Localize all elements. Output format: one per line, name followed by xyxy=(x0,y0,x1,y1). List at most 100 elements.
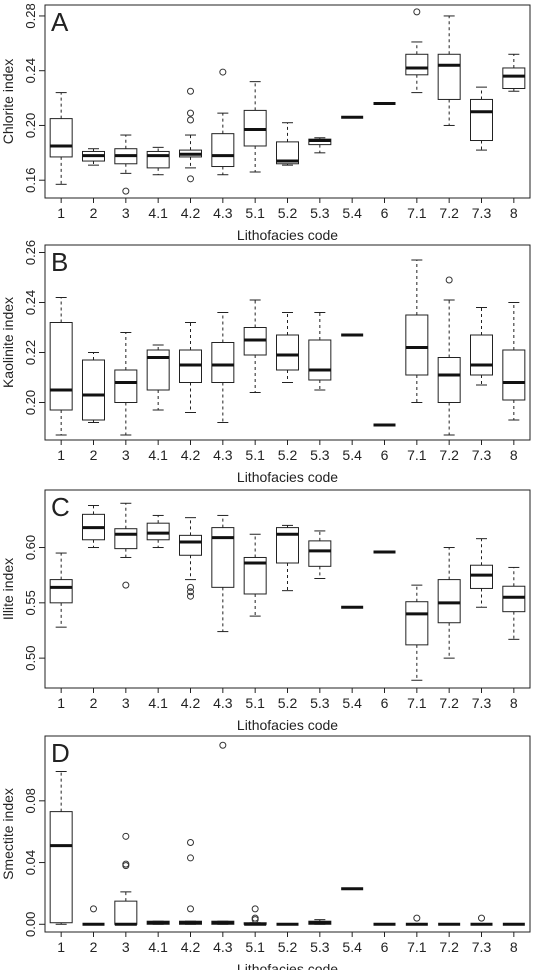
outlier xyxy=(187,588,194,596)
box xyxy=(82,359,105,421)
x-tick-label: 5.4 xyxy=(342,939,362,955)
outlier xyxy=(122,187,130,195)
x-tick-label: 4.2 xyxy=(181,447,201,463)
x-tick-label: 5.1 xyxy=(245,205,265,221)
outlier xyxy=(413,8,421,16)
box xyxy=(502,585,526,613)
x-tick-label: 4.1 xyxy=(148,695,168,711)
x-tick-label: 4.3 xyxy=(213,205,233,221)
x-tick-label: 2 xyxy=(90,939,98,955)
outlier xyxy=(187,175,194,183)
box xyxy=(114,528,138,550)
x-tick-label: 4.2 xyxy=(181,939,201,955)
outlier xyxy=(478,914,485,922)
outlier xyxy=(413,914,421,922)
chart-panel: A Chlorite index Lithofacies code 0.16 0.20 0… xyxy=(0,3,531,243)
x-tick-label: 4.3 xyxy=(213,939,233,955)
x-tick-label: 1 xyxy=(57,205,65,221)
x-tick-label: 6 xyxy=(381,447,389,463)
outlier xyxy=(122,862,130,870)
x-axis-label: Lithofacies code xyxy=(237,469,338,485)
box xyxy=(276,527,299,564)
box xyxy=(146,150,170,169)
x-tick-label: 1 xyxy=(57,939,65,955)
x-tick-label: 7.1 xyxy=(407,205,427,221)
x-tick-label: 5.4 xyxy=(342,695,362,711)
x-tick-label: 4.1 xyxy=(148,447,168,463)
box xyxy=(437,53,461,100)
y-tick-label: 0.04 xyxy=(23,850,38,875)
y-tick-label: 0.28 xyxy=(23,3,38,28)
box xyxy=(211,342,235,383)
box xyxy=(211,527,235,588)
box xyxy=(470,98,493,142)
outlier xyxy=(187,838,194,846)
x-tick-label: 7.1 xyxy=(407,939,427,955)
box xyxy=(437,579,461,624)
y-tick-label: 0.00 xyxy=(23,912,38,937)
x-tick-label: 7.3 xyxy=(472,695,492,711)
x-tick-label: 5.1 xyxy=(245,447,265,463)
box xyxy=(114,369,138,403)
x-tick-label: 4.2 xyxy=(181,695,201,711)
y-tick-label: 0.24 xyxy=(23,58,38,83)
x-tick-label: 3 xyxy=(122,447,130,463)
box xyxy=(405,314,429,376)
y-tick-label: 0.24 xyxy=(23,290,38,315)
outlier xyxy=(219,741,227,749)
x-tick-label: 5.2 xyxy=(278,695,298,711)
outlier xyxy=(122,832,130,840)
box xyxy=(405,53,429,76)
outlier xyxy=(251,916,259,924)
y-tick-label: 0.50 xyxy=(23,645,38,670)
y-tick-label: 0.22 xyxy=(23,340,38,365)
y-axis-label: Chlorite index xyxy=(0,59,16,145)
y-tick-label: 0.20 xyxy=(23,113,38,138)
x-tick-label: 4.3 xyxy=(213,447,233,463)
outlier xyxy=(219,68,227,76)
x-tick-label: 5.2 xyxy=(278,205,298,221)
x-tick-label: 8 xyxy=(510,939,518,955)
box xyxy=(49,579,73,604)
x-tick-label: 8 xyxy=(510,447,518,463)
chart-panel: C Illite index Lithofacies code 0.50 0.55 0.6… xyxy=(0,489,531,733)
box xyxy=(276,141,299,165)
outlier xyxy=(90,905,97,913)
y-axis-label: Smectite index xyxy=(0,788,16,880)
x-tick-label: 6 xyxy=(381,695,389,711)
panel-label: D xyxy=(51,738,70,768)
box xyxy=(179,534,202,556)
x-tick-label: 4.2 xyxy=(181,205,201,221)
x-tick-label: 7.1 xyxy=(407,447,427,463)
y-tick-label: 0.26 xyxy=(23,240,38,265)
x-tick-label: 6 xyxy=(381,205,389,221)
panel-label: B xyxy=(51,247,68,277)
outlier xyxy=(187,583,194,591)
x-tick-label: 3 xyxy=(122,205,130,221)
x-tick-label: 4.3 xyxy=(213,695,233,711)
x-tick-label: 5.3 xyxy=(310,447,330,463)
x-tick-label: 7.2 xyxy=(439,447,459,463)
y-axis-label: Illite index xyxy=(0,558,16,620)
x-tick-label: 7.2 xyxy=(439,695,459,711)
outlier xyxy=(122,581,130,589)
x-tick-label: 7.3 xyxy=(472,447,492,463)
outlier xyxy=(187,87,194,95)
outlier xyxy=(187,116,194,124)
box xyxy=(470,564,493,589)
box xyxy=(308,540,332,567)
x-tick-label: 7.3 xyxy=(472,205,492,221)
x-tick-label: 6 xyxy=(381,939,389,955)
outlier xyxy=(251,905,259,913)
x-tick-label: 7.2 xyxy=(439,205,459,221)
box xyxy=(405,601,429,646)
x-tick-label: 7.2 xyxy=(439,939,459,955)
x-tick-label: 4.1 xyxy=(148,939,168,955)
y-tick-label: 0.08 xyxy=(23,788,38,813)
y-axis-label: Kaolinite index xyxy=(0,297,16,388)
x-tick-label: 5.2 xyxy=(278,447,298,463)
outlier xyxy=(445,276,453,284)
x-tick-label: 1 xyxy=(57,447,65,463)
x-tick-label: 8 xyxy=(510,695,518,711)
